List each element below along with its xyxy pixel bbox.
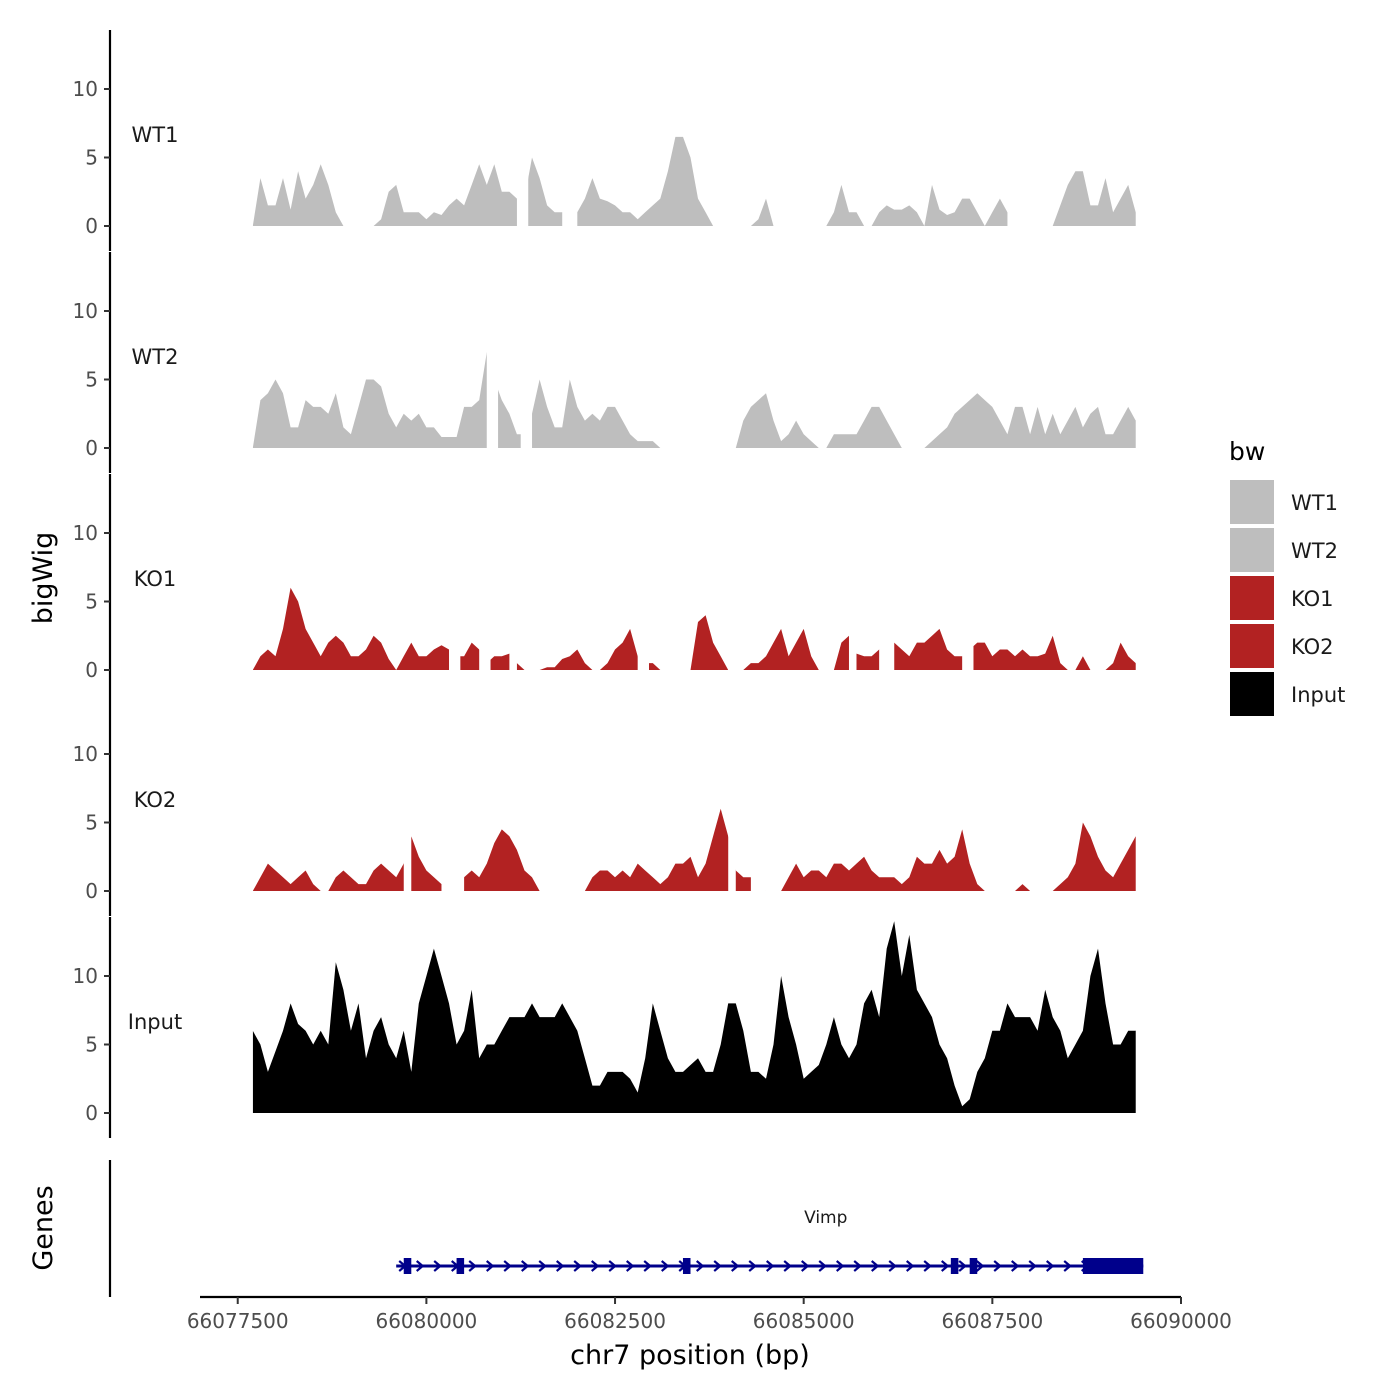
strand-arrow [958, 1260, 967, 1272]
legend-key-ko1 [1230, 576, 1274, 620]
gene-vimp: Vimp [396, 1208, 1144, 1274]
y-tick-label: 5 [85, 1033, 98, 1057]
x-tick-label: 66090000 [1130, 1309, 1232, 1333]
legend-label-ko1: KO1 [1291, 587, 1334, 611]
strand-arrow [923, 1260, 932, 1272]
exon [1082, 1258, 1144, 1274]
track-label-ko1: KO1 [134, 567, 177, 591]
strand-arrow [853, 1260, 862, 1272]
strand-arrow [433, 1260, 442, 1272]
strand-arrow [818, 1260, 827, 1272]
strand-arrow [608, 1260, 617, 1272]
strand-arrow [520, 1260, 530, 1272]
exon [456, 1258, 465, 1274]
y-tick-label: 5 [85, 146, 98, 170]
exon [682, 1258, 691, 1274]
y-tick-label: 0 [85, 879, 98, 903]
legend: bw WT1 WT2 KO1 KO2 Input [1229, 437, 1345, 716]
strand-arrow [765, 1260, 775, 1272]
x-tick-label: 66087500 [941, 1309, 1043, 1333]
coverage-area-wt2 [252, 338, 1136, 448]
gene-track: Vimp [108, 1160, 1144, 1297]
strand-arrow [835, 1260, 845, 1272]
y-tick-label: 5 [85, 368, 98, 392]
y-tick-label: 10 [73, 77, 98, 101]
exon [403, 1258, 412, 1274]
strand-arrow [713, 1260, 722, 1272]
x-axis-title: chr7 position (bp) [570, 1340, 810, 1371]
strand-arrow [905, 1260, 915, 1272]
legend-key-wt1 [1230, 480, 1274, 524]
strand-arrow [660, 1260, 670, 1272]
strand-arrow [870, 1260, 880, 1272]
track-ko2: 0 5 10 KO2 [73, 695, 1136, 916]
strand-arrow [975, 1260, 985, 1272]
coverage-tracks: 0 5 10 WT1 0 5 10 WT2 0 5 10 KO1 0 5 10 KO2 0 5 10 Input [73, 30, 1136, 1138]
x-axis: 66077500 66080000 66082500 66085000 66087500… [187, 1295, 1232, 1333]
exon [969, 1258, 978, 1274]
x-tick-label: 66080000 [375, 1309, 477, 1333]
y-tick-label: 5 [85, 811, 98, 835]
strand-arrow [503, 1260, 512, 1272]
strand-arrow [800, 1260, 810, 1272]
strand-arrow [625, 1260, 635, 1272]
strand-arrow [643, 1260, 652, 1272]
legend-label-input: Input [1291, 683, 1345, 707]
track-wt1: 0 5 10 WT1 [73, 30, 1136, 251]
y-tick-label: 10 [73, 742, 98, 766]
strand-arrow [695, 1260, 705, 1272]
strand-arrow [748, 1260, 757, 1272]
gene-label: Vimp [804, 1208, 847, 1228]
legend-label-wt1: WT1 [1291, 491, 1338, 515]
strand-arrow [1063, 1260, 1072, 1272]
track-label-wt1: WT1 [132, 123, 179, 147]
track-label-input: Input [128, 1010, 182, 1034]
y-tick-label: 10 [73, 299, 98, 323]
exon [950, 1258, 959, 1274]
strand-arrow [1028, 1260, 1037, 1272]
y-tick-label: 0 [85, 436, 98, 460]
coverage-area-ko2 [252, 726, 1136, 891]
x-tick-label: 66077500 [187, 1309, 289, 1333]
track-ko1: 0 5 10 KO1 [73, 474, 1136, 695]
strand-arrow [993, 1260, 1002, 1272]
coverage-area-ko1 [252, 560, 1136, 670]
legend-label-ko2: KO2 [1291, 635, 1334, 659]
x-tick-label: 66082500 [564, 1309, 666, 1333]
y-tick-label: 0 [85, 1101, 98, 1125]
track-wt2: 0 5 10 WT2 [73, 252, 1136, 473]
strand-arrow [485, 1260, 495, 1272]
strand-arrow [783, 1260, 792, 1272]
y-tick-label: 0 [85, 214, 98, 238]
strand-arrow [538, 1260, 547, 1272]
strand-arrow [415, 1260, 425, 1272]
coverage-area-wt1 [252, 102, 1136, 226]
legend-title: bw [1229, 437, 1265, 466]
gene-track-title: Genes [28, 1185, 59, 1270]
y-axis-title: bigWig [28, 532, 59, 625]
strand-arrow [573, 1260, 582, 1272]
legend-key-input [1230, 672, 1274, 716]
strand-arrow [1010, 1260, 1020, 1272]
legend-key-wt2 [1230, 528, 1274, 572]
strand-arrow [1045, 1260, 1055, 1272]
x-tick-label: 66085000 [753, 1309, 855, 1333]
legend-key-ko2 [1230, 624, 1274, 668]
y-tick-label: 10 [73, 964, 98, 988]
strand-arrow [888, 1260, 897, 1272]
track-label-ko2: KO2 [134, 788, 177, 812]
legend-label-wt2: WT2 [1291, 539, 1338, 563]
track-input: 0 5 10 Input [73, 917, 1136, 1138]
strand-arrow [468, 1260, 477, 1272]
strand-arrow [730, 1260, 740, 1272]
y-tick-label: 5 [85, 590, 98, 614]
strand-arrow [590, 1260, 600, 1272]
coverage-area-input [252, 921, 1136, 1113]
y-tick-label: 0 [85, 658, 98, 682]
track-label-wt2: WT2 [132, 345, 179, 369]
strand-arrow [555, 1260, 565, 1272]
strand-arrow [940, 1260, 950, 1272]
y-tick-label: 10 [73, 521, 98, 545]
